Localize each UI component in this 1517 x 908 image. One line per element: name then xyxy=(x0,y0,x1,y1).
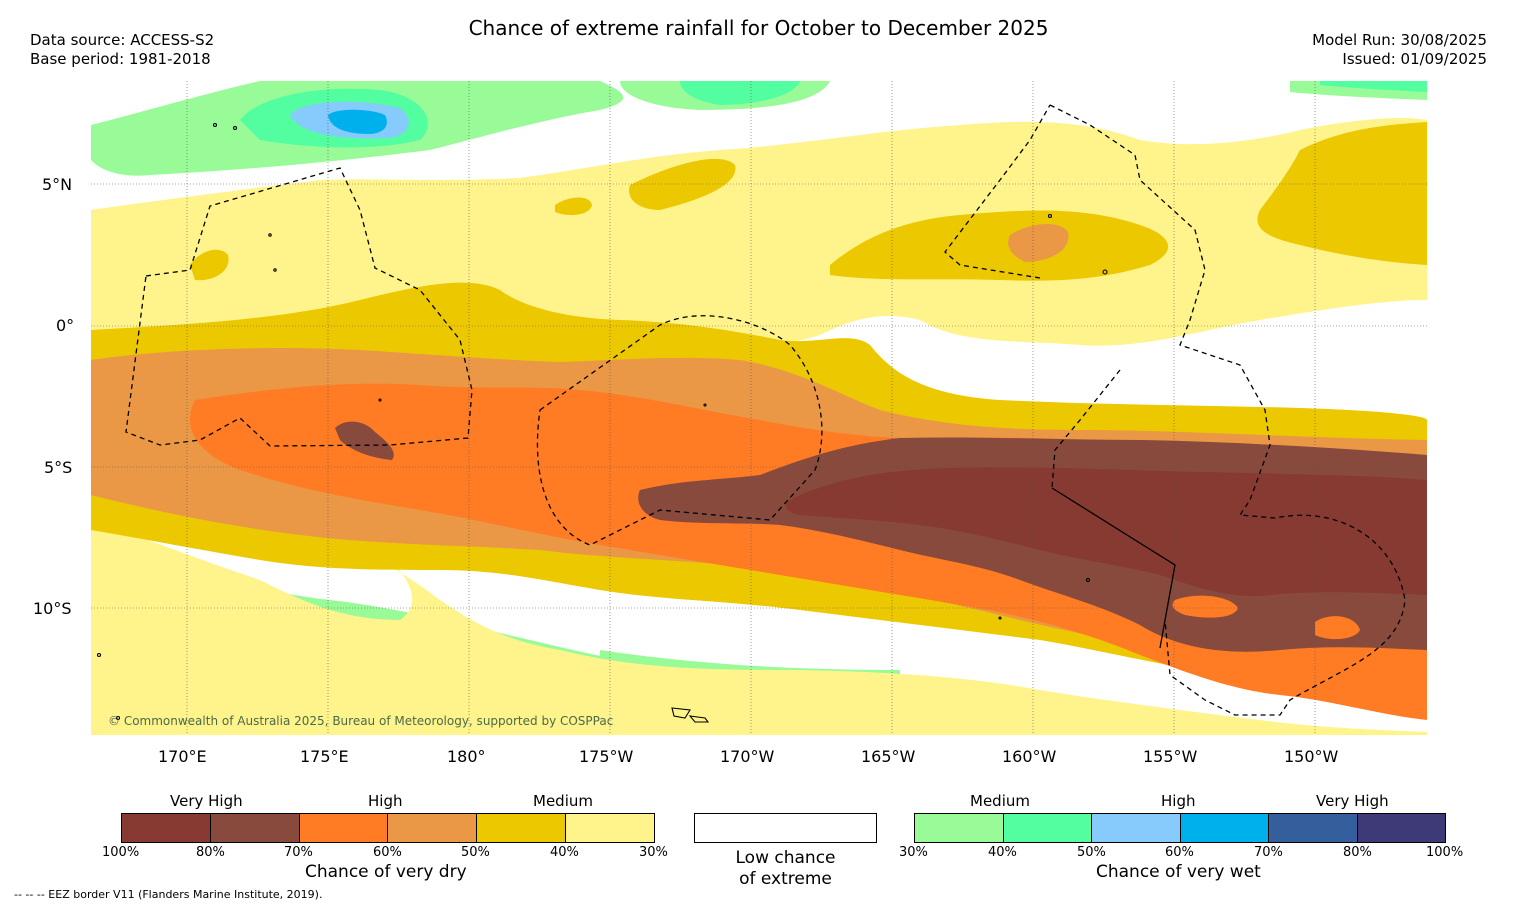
lon-label-175e: 175°E xyxy=(300,747,349,766)
dry-40-north-east-blob xyxy=(830,210,1169,281)
dry-tick-30: 30% xyxy=(639,845,668,860)
dry-tick-40: 40% xyxy=(550,845,579,860)
eez-kiribati-line-north xyxy=(944,104,1406,716)
lon-label-150w: 150°W xyxy=(1284,747,1339,766)
lon-label-155w: 155°W xyxy=(1143,747,1198,766)
dry-50-north-east xyxy=(1008,224,1069,262)
dry-legend-medium: Medium xyxy=(533,792,593,810)
dry-tick-80: 80% xyxy=(196,845,225,860)
eez-kiribati-phoenix xyxy=(536,315,823,546)
eez-kiribati-gilbert xyxy=(125,167,473,447)
lat-label-10s: 10°S xyxy=(33,599,72,618)
wet-tick-80: 80% xyxy=(1343,845,1372,860)
wet-legend-very-high: Very High xyxy=(1316,792,1389,810)
issued-text: Issued: 01/09/2025 xyxy=(1342,50,1487,68)
copyright-text: © Commonwealth of Australia 2025, Bureau… xyxy=(108,714,614,728)
wet-swatch-40-50 xyxy=(1003,814,1092,842)
source-info: Data source: ACCESS-S2 Base period: 1981… xyxy=(30,31,214,69)
territorial-boundary xyxy=(1051,487,1176,649)
dry-tick-70: 70% xyxy=(284,845,313,860)
low-chance-label: Low chance of extreme xyxy=(694,848,877,890)
dry-swatch-80-70 xyxy=(210,814,300,842)
wet-40-north-east xyxy=(680,81,800,105)
dry-80-band xyxy=(785,467,1427,596)
dry-40-north-west xyxy=(190,249,229,281)
model-run-text: Model Run: 30/08/2025 xyxy=(1312,31,1487,49)
dry-40-north-small xyxy=(555,197,592,216)
lon-label-170e: 170°E xyxy=(158,747,207,766)
dry-60-east-blob xyxy=(1172,595,1238,618)
wet-colorbar xyxy=(914,813,1446,843)
wet-tick-60: 60% xyxy=(1165,845,1194,860)
wet-swatch-60-70 xyxy=(1180,814,1269,842)
dry-swatch-40-30 xyxy=(566,814,654,842)
dry-legend-high: High xyxy=(368,792,403,810)
dry-legend-title: Chance of very dry xyxy=(305,862,467,882)
wet-swatch-70-80 xyxy=(1269,814,1358,842)
low-chance-line2: of extreme xyxy=(739,869,832,889)
low-chance-line1: Low chance xyxy=(735,848,836,868)
wet-tick-30: 30% xyxy=(899,845,928,860)
lat-label-5n: 5°N xyxy=(42,175,73,194)
low-chance-swatch xyxy=(694,813,877,843)
base-period-text: Base period: 1981-2018 xyxy=(30,50,211,68)
wet-tick-40: 40% xyxy=(988,845,1017,860)
dry-tick-100: 100% xyxy=(102,845,140,860)
eez-footnote: -- -- -- EEZ border V11 (Flanders Marine… xyxy=(14,888,323,901)
dry-swatch-100-80 xyxy=(122,814,211,842)
dry-40-north-mid xyxy=(629,158,736,210)
eez-borders xyxy=(125,104,1406,716)
dry-70-west-blob xyxy=(335,421,394,460)
data-source-text: Data source: ACCESS-S2 xyxy=(30,31,215,49)
dry-colorbar xyxy=(121,813,655,843)
lat-label-5s: 5°S xyxy=(44,458,73,477)
dry-tick-60: 60% xyxy=(373,845,402,860)
lon-label-180: 180° xyxy=(447,747,486,766)
dry-swatch-70-60 xyxy=(299,814,389,842)
dry-swatch-50-40 xyxy=(477,814,567,842)
wet-swatch-50-60 xyxy=(1092,814,1181,842)
run-info: Model Run: 30/08/2025 Issued: 01/09/2025 xyxy=(1312,31,1487,69)
dry-40-north-far-east xyxy=(1257,122,1427,265)
lon-label-160w: 160°W xyxy=(1002,747,1057,766)
dry-tick-50: 50% xyxy=(461,845,490,860)
probability-field xyxy=(91,81,1427,735)
wet-swatch-30-40 xyxy=(915,814,1004,842)
graticule xyxy=(91,81,1427,735)
island-outlines xyxy=(96,122,1108,723)
wet-swatch-80-100 xyxy=(1357,814,1445,842)
wet-legend-title: Chance of very wet xyxy=(1096,862,1261,882)
dry-60-east-blob-2 xyxy=(1315,616,1360,640)
lon-label-170w: 170°W xyxy=(720,747,775,766)
wet-legend-medium: Medium xyxy=(970,792,1030,810)
page-title: Chance of extreme rainfall for October t… xyxy=(468,16,1049,40)
wet-60-north xyxy=(328,109,387,134)
wet-tick-50: 50% xyxy=(1077,845,1106,860)
wet-tick-100: 100% xyxy=(1426,845,1464,860)
dry-30-south xyxy=(91,500,1427,735)
lon-label-175w: 175°W xyxy=(579,747,634,766)
wet-legend-high: High xyxy=(1161,792,1196,810)
dry-legend-very-high: Very High xyxy=(170,792,243,810)
dry-swatch-60-50 xyxy=(388,814,478,842)
lat-label-0: 0° xyxy=(56,316,75,335)
wet-40-north-far-east xyxy=(1320,81,1427,92)
lon-label-165w: 165°W xyxy=(861,747,916,766)
wet-tick-70: 70% xyxy=(1254,845,1283,860)
